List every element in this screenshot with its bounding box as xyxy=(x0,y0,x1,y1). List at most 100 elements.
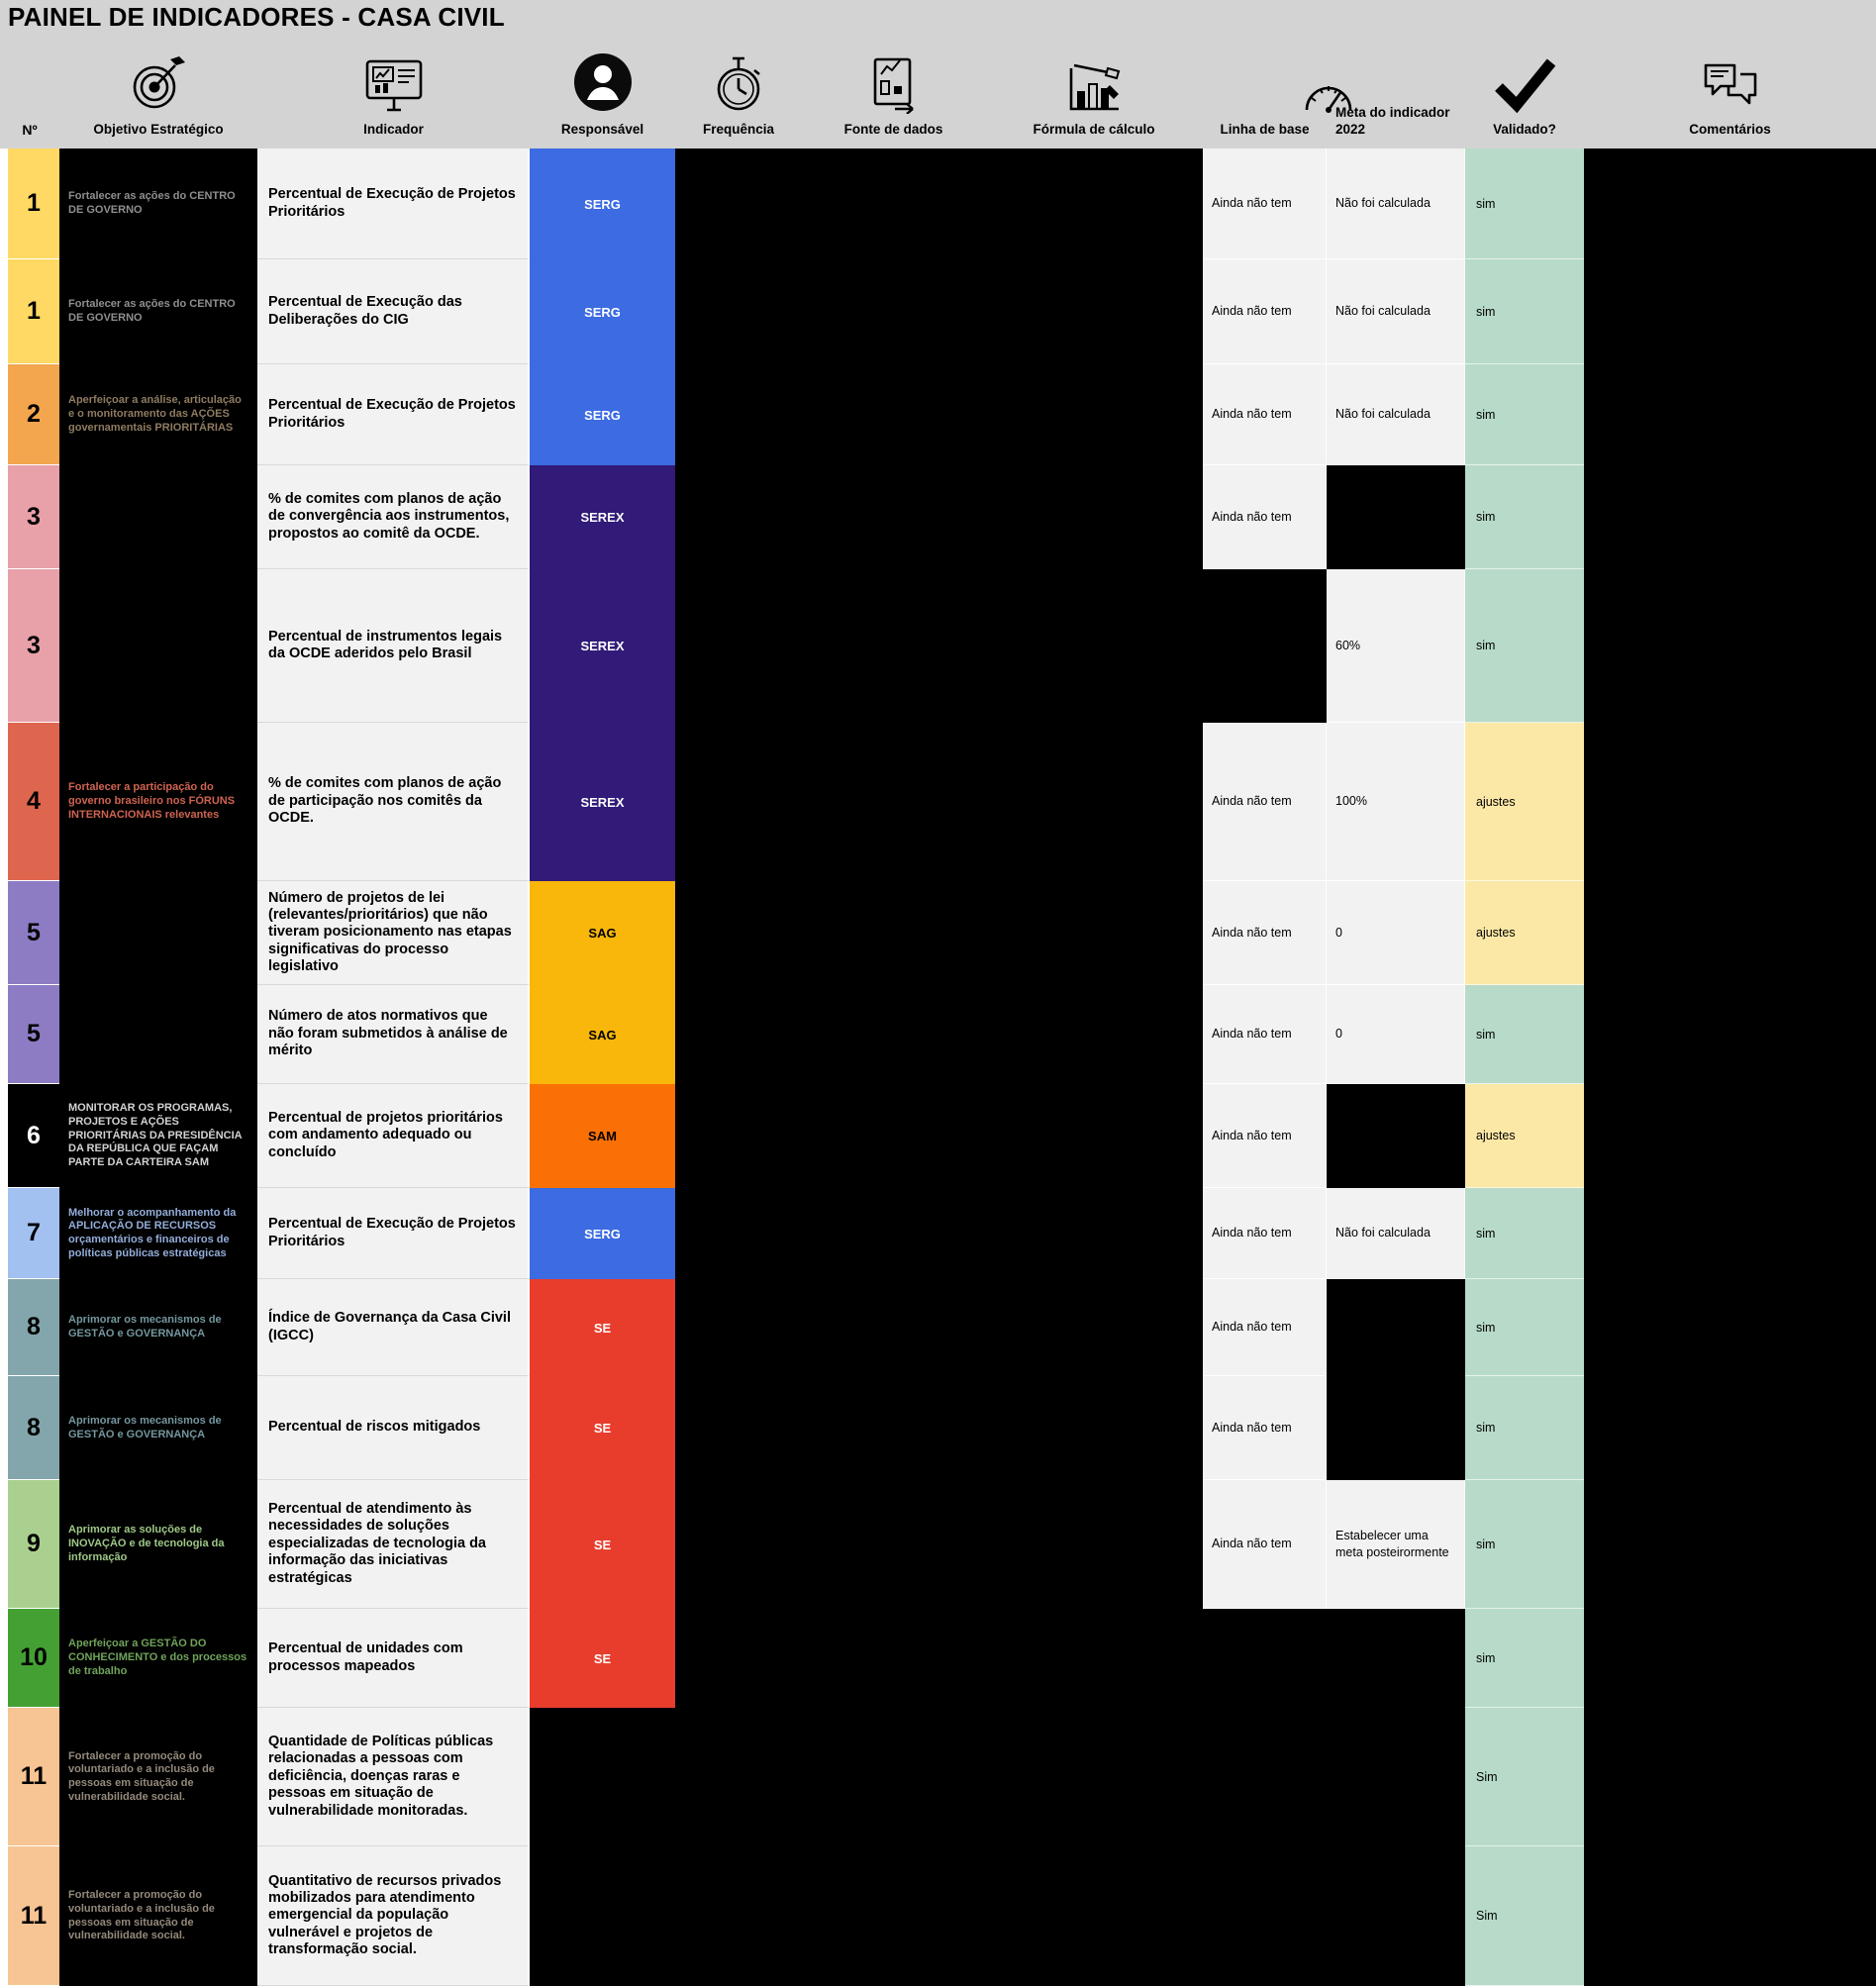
target-2022-cell-redacted xyxy=(1327,1846,1465,1986)
data-source-cell-redacted xyxy=(802,364,985,465)
column-header-numero: Nº xyxy=(0,0,59,149)
indicator-cell: Número de projetos de lei (relevantes/pr… xyxy=(257,881,530,985)
baseline-cell-redacted xyxy=(1203,1609,1327,1708)
objective-cell: Fortalecer as ações do CENTRO DE GOVERNO xyxy=(59,149,257,259)
table-row: 3 % de comites com planos de ação de conv… xyxy=(0,465,1876,569)
data-source-cell-redacted xyxy=(802,1376,985,1480)
indicator-cell: Percentual de instrumentos legais da OCD… xyxy=(257,569,530,723)
chart-tools-icon xyxy=(1064,4,1124,122)
indicator-cell: Percentual de unidades com processos map… xyxy=(257,1609,530,1708)
row-number-cell: 11 xyxy=(8,1708,59,1846)
objective-text: Fortalecer a promoção do voluntariado e … xyxy=(68,1889,215,1942)
indicator-cell: Percentual de projetos prioritários com … xyxy=(257,1084,530,1188)
objective-text: Fortalecer a participação do governo bra… xyxy=(68,781,236,821)
validated-cell: ajustes xyxy=(1465,1084,1584,1188)
indicator-cell: Quantitativo de recursos privados mobili… xyxy=(257,1846,530,1986)
validated-cell: sim xyxy=(1465,1279,1584,1376)
column-header-indicador: Indicador xyxy=(257,0,530,149)
column-header-meta: Meta do indicador 2022 xyxy=(1327,0,1465,149)
responsible-badge: SEREX xyxy=(530,465,675,569)
baseline-cell: Ainda não tem xyxy=(1203,723,1327,881)
objective-text: Aprimorar as soluções de INOVAÇÃO e de t… xyxy=(68,1524,225,1563)
target-2022-cell-redacted xyxy=(1327,1708,1465,1846)
baseline-cell: Ainda não tem xyxy=(1203,1279,1327,1376)
indicator-table: 1 Fortalecer as ações do CENTRO DE GOVERN… xyxy=(0,149,1876,1986)
data-source-cell-redacted xyxy=(802,881,985,985)
baseline-cell-redacted xyxy=(1203,569,1327,723)
target-2022-cell: Não foi calculada xyxy=(1327,149,1465,259)
indicator-cell: Índice de Governança da Casa Civil (IGCC… xyxy=(257,1279,530,1376)
indicator-cell: % de comites com planos de ação de conve… xyxy=(257,465,530,569)
comments-cell-redacted xyxy=(1584,569,1876,723)
frequency-cell-redacted xyxy=(675,149,802,259)
target-2022-cell: Estabelecer uma meta posteirormente xyxy=(1327,1480,1465,1609)
column-header-linha_base: Linha de base xyxy=(1203,0,1351,149)
left-gutter xyxy=(0,1188,8,1279)
panel-header: PAINEL DE INDICADORES - CASA CIVIL Nº Obj… xyxy=(0,0,1876,149)
frequency-cell-redacted xyxy=(675,1609,802,1708)
formula-cell-redacted xyxy=(985,149,1203,259)
row-number-cell: 11 xyxy=(8,1846,59,1986)
formula-cell-redacted xyxy=(985,723,1203,881)
column-label-numero: Nº xyxy=(22,121,38,138)
row-number-cell: 5 xyxy=(8,881,59,985)
column-label-meta: Meta do indicador 2022 xyxy=(1335,105,1450,138)
indicator-cell: Percentual de Execução de Projetos Prior… xyxy=(257,149,530,259)
column-label-comentarios: Comentários xyxy=(1689,122,1771,138)
check-icon xyxy=(1489,4,1560,122)
formula-cell-redacted xyxy=(985,465,1203,569)
data-source-cell-redacted xyxy=(802,1846,985,1986)
comments-cell-redacted xyxy=(1584,1708,1876,1846)
baseline-cell-redacted xyxy=(1203,1846,1327,1986)
chat-icon xyxy=(1700,4,1761,122)
frequency-cell-redacted xyxy=(675,1846,802,1986)
column-label-formula: Fórmula de cálculo xyxy=(1033,122,1155,138)
objective-cell xyxy=(59,569,257,723)
column-label-linha_base: Linha de base xyxy=(1220,122,1310,138)
row-number-cell: 3 xyxy=(8,569,59,723)
data-source-cell-redacted xyxy=(802,1084,985,1188)
validated-cell: Sim xyxy=(1465,1708,1584,1846)
left-gutter xyxy=(0,985,8,1084)
objective-cell: Aperfeiçoar a análise, articulação e o m… xyxy=(59,364,257,465)
formula-cell-redacted xyxy=(985,1708,1203,1846)
responsible-badge xyxy=(530,1846,675,1986)
frequency-cell-redacted xyxy=(675,881,802,985)
table-row: 11 Fortalecer a promoção do voluntariado … xyxy=(0,1708,1876,1846)
baseline-cell: Ainda não tem xyxy=(1203,364,1327,465)
column-label-objetivo: Objetivo Estratégico xyxy=(93,122,224,138)
comments-cell-redacted xyxy=(1584,465,1876,569)
objective-cell: Fortalecer a promoção do voluntariado e … xyxy=(59,1708,257,1846)
responsible-badge: SEREX xyxy=(530,723,675,881)
left-gutter xyxy=(0,1480,8,1609)
table-row: 8 Aprimorar os mecanismos de GESTÃO e GOV… xyxy=(0,1376,1876,1480)
comments-cell-redacted xyxy=(1584,1846,1876,1986)
responsible-badge: SE xyxy=(530,1376,675,1480)
responsible-badge: SAG xyxy=(530,881,675,985)
data-source-cell-redacted xyxy=(802,259,985,364)
responsible-badge: SERG xyxy=(530,149,675,259)
formula-cell-redacted xyxy=(985,1376,1203,1480)
objective-cell: Aprimorar os mecanismos de GESTÃO e GOVE… xyxy=(59,1279,257,1376)
responsible-badge: SE xyxy=(530,1609,675,1708)
indicator-cell: Percentual de Execução das Deliberações … xyxy=(257,259,530,364)
row-number-cell: 7 xyxy=(8,1188,59,1279)
indicator-cell: Número de atos normativos que não foram … xyxy=(257,985,530,1084)
left-gutter xyxy=(0,723,8,881)
row-number-cell: 8 xyxy=(8,1376,59,1480)
indicator-cell: Quantidade de Políticas públicas relacio… xyxy=(257,1708,530,1846)
page-title: PAINEL DE INDICADORES - CASA CIVIL xyxy=(8,2,505,32)
formula-cell-redacted xyxy=(985,985,1203,1084)
comments-cell-redacted xyxy=(1584,1376,1876,1480)
formula-cell-redacted xyxy=(985,1480,1203,1609)
objective-cell: MONITORAR OS PROGRAMAS, PROJETOS E AÇÕES… xyxy=(59,1084,257,1188)
column-label-frequencia: Frequência xyxy=(702,122,775,138)
data-source-cell-redacted xyxy=(802,1279,985,1376)
frequency-cell-redacted xyxy=(675,1376,802,1480)
monitor-chart-icon xyxy=(364,4,424,122)
frequency-cell-redacted xyxy=(675,985,802,1084)
table-row: 7 Melhorar o acompanhamento da APLICAÇÃO … xyxy=(0,1188,1876,1279)
data-source-cell-redacted xyxy=(802,985,985,1084)
responsible-badge: SERG xyxy=(530,364,675,465)
